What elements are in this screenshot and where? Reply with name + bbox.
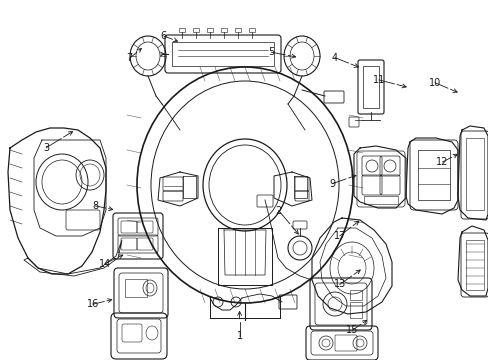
Text: 2: 2 — [275, 206, 281, 216]
Text: 6: 6 — [161, 31, 166, 41]
Text: 7: 7 — [126, 53, 132, 63]
Bar — [193, 28, 199, 32]
Bar — [179, 28, 184, 32]
Bar — [349, 290, 361, 300]
Text: 4: 4 — [331, 53, 337, 63]
Text: 17: 17 — [333, 231, 346, 241]
Bar — [221, 28, 226, 32]
Bar — [417, 150, 449, 200]
Text: 8: 8 — [92, 201, 98, 211]
Text: 1: 1 — [236, 330, 242, 341]
Text: 10: 10 — [428, 78, 441, 88]
Text: 14: 14 — [99, 258, 111, 269]
Bar — [362, 66, 378, 108]
Bar — [172, 42, 273, 66]
Text: 13: 13 — [333, 279, 346, 289]
Text: 12: 12 — [435, 157, 448, 167]
Bar — [206, 28, 213, 32]
Bar — [349, 302, 361, 318]
Text: 11: 11 — [372, 75, 385, 85]
Bar — [125, 279, 147, 297]
Text: 15: 15 — [345, 325, 358, 336]
Text: 5: 5 — [268, 47, 274, 57]
Text: 16: 16 — [86, 299, 99, 309]
Bar — [248, 28, 254, 32]
Bar — [465, 138, 483, 210]
Bar — [465, 240, 483, 290]
Text: 3: 3 — [43, 143, 49, 153]
Bar — [363, 196, 397, 204]
Bar — [235, 28, 241, 32]
Text: 9: 9 — [329, 179, 335, 189]
